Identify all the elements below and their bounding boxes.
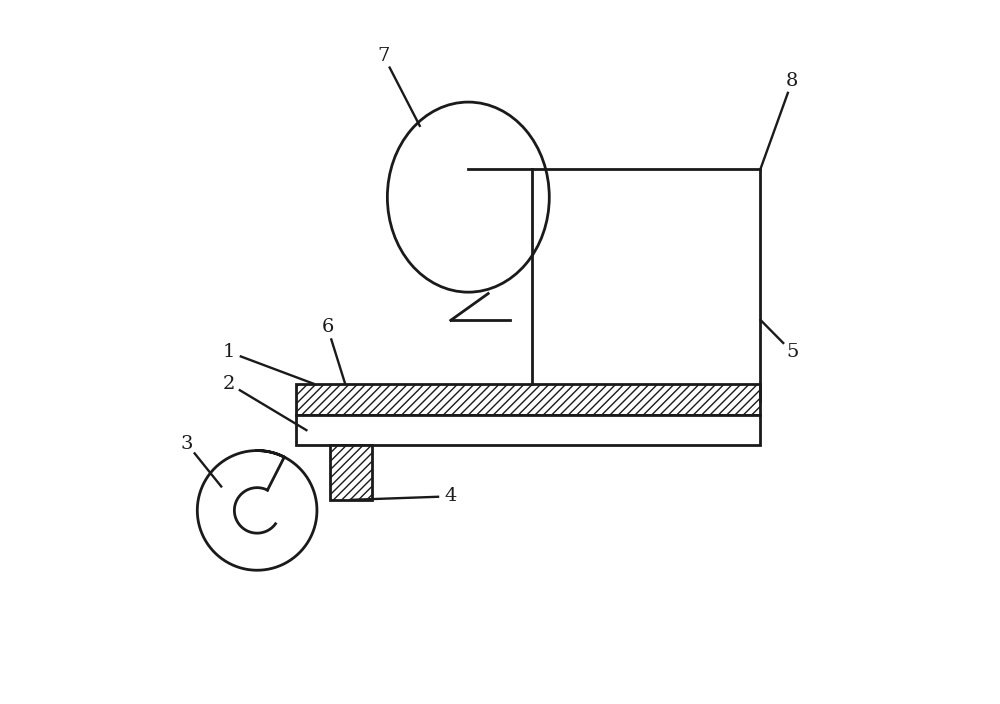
Text: 8: 8 — [786, 72, 798, 90]
Text: 7: 7 — [378, 47, 390, 65]
Text: 2: 2 — [223, 375, 235, 393]
Text: 4: 4 — [445, 487, 457, 505]
Bar — [296, 415, 760, 445]
Text: 6: 6 — [321, 318, 334, 337]
Text: 1: 1 — [223, 343, 235, 361]
Text: 3: 3 — [180, 434, 193, 453]
Bar — [330, 445, 372, 500]
Bar — [296, 384, 760, 415]
Text: 5: 5 — [786, 343, 798, 361]
